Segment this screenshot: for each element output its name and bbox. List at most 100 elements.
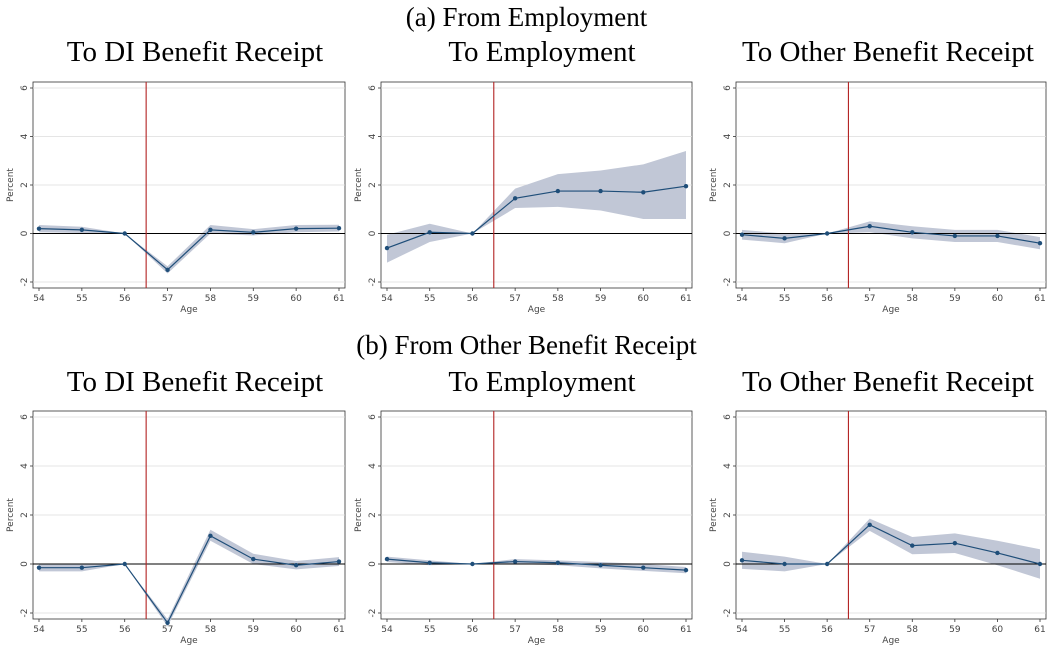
data-point (470, 561, 475, 567)
y-axis-label: Percent (709, 168, 719, 202)
x-axis-label: Age (180, 305, 198, 315)
data-point (293, 226, 299, 231)
x-tick-label: 54 (736, 625, 748, 635)
data-point (427, 560, 432, 565)
x-tick-label: 54 (381, 625, 393, 635)
data-point (384, 245, 390, 251)
data-point (824, 561, 830, 567)
data-point (79, 565, 85, 570)
y-tick-label: 6 (723, 85, 733, 91)
data-point (251, 230, 256, 235)
y-tick-label: 4 (368, 463, 378, 469)
data-point (598, 563, 603, 568)
series-line (38, 227, 340, 271)
x-tick-label: 56 (821, 625, 833, 635)
x-tick-label: 60 (638, 294, 650, 304)
x-tick-label: 55 (779, 294, 790, 304)
data-point (824, 231, 830, 236)
y-tick-label: 0 (368, 230, 378, 236)
x-tick-label: 58 (205, 625, 217, 635)
x-tick-label: 60 (992, 294, 1004, 304)
y-tick-label: -2 (20, 609, 30, 618)
x-tick-label: 56 (119, 625, 131, 635)
y-tick-label: 0 (723, 561, 733, 567)
y-tick-label: 0 (20, 561, 30, 567)
data-point (1037, 561, 1043, 567)
data-point (208, 227, 213, 233)
y-tick-label: 2 (723, 512, 733, 518)
data-point (512, 196, 518, 201)
x-tick-label: 59 (248, 625, 260, 635)
series-line (39, 534, 340, 624)
data-point (683, 567, 689, 573)
data-point (512, 559, 518, 564)
data-point (910, 543, 915, 548)
x-tick-label: 56 (821, 294, 833, 304)
x-tick-label: 56 (467, 625, 479, 635)
data-point (995, 233, 1000, 239)
y-tick-label: 4 (368, 133, 378, 139)
data-point (683, 184, 689, 189)
data-point (165, 620, 170, 625)
y-axis-label: Percent (354, 498, 364, 532)
x-tick-label: 54 (736, 294, 748, 304)
x-tick-label: 58 (205, 294, 217, 304)
x-tick-label: 59 (595, 294, 607, 304)
data-point (79, 227, 85, 233)
y-tick-label: 0 (723, 230, 733, 236)
y-tick-label: 2 (20, 182, 30, 188)
x-tick-label: 61 (1034, 294, 1045, 304)
x-tick-label: 60 (290, 294, 302, 304)
data-point (470, 231, 475, 236)
y-axis-label: Percent (709, 498, 719, 532)
x-tick-label: 55 (76, 294, 87, 304)
x-tick-label: 57 (162, 625, 173, 635)
y-tick-label: -2 (723, 609, 733, 618)
confidence-band (387, 151, 686, 263)
data-point (336, 559, 342, 564)
x-axis-label: Age (528, 305, 546, 315)
section-title-b: (b) From Other Benefit Receipt (356, 330, 697, 360)
x-tick-label: 61 (333, 294, 344, 304)
series-line (741, 225, 1041, 244)
data-point (336, 225, 342, 231)
data-point (910, 230, 915, 235)
y-tick-label: -2 (368, 609, 378, 618)
y-tick-label: -2 (723, 278, 733, 287)
data-point (208, 533, 213, 539)
x-tick-label: 61 (680, 625, 691, 635)
y-tick-label: 0 (368, 561, 378, 567)
y-tick-label: 6 (20, 85, 30, 91)
data-point (995, 550, 1000, 556)
series-line (386, 558, 687, 571)
x-tick-label: 54 (381, 294, 393, 304)
confidence-band (387, 556, 686, 574)
data-point (122, 561, 127, 567)
y-axis-label: Percent (6, 498, 16, 532)
x-tick-label: 56 (119, 294, 131, 304)
y-tick-label: 4 (20, 463, 30, 469)
data-point (867, 522, 872, 527)
data-point (555, 188, 561, 194)
x-tick-label: 61 (333, 625, 344, 635)
data-point (122, 231, 127, 236)
data-point (165, 267, 170, 273)
panel-title-b-employment: To Employment (448, 366, 636, 398)
data-point (641, 565, 646, 570)
x-tick-label: 54 (33, 294, 45, 304)
series-line (386, 185, 687, 249)
y-tick-label: 4 (20, 133, 30, 139)
data-point (739, 558, 745, 563)
x-tick-label: 61 (680, 294, 691, 304)
y-axis-label: Percent (6, 168, 16, 202)
x-tick-label: 59 (949, 625, 961, 635)
data-point (782, 236, 787, 241)
y-tick-label: 2 (723, 182, 733, 188)
y-tick-label: 6 (368, 414, 378, 420)
data-point (867, 224, 872, 229)
x-tick-label: 58 (552, 294, 564, 304)
